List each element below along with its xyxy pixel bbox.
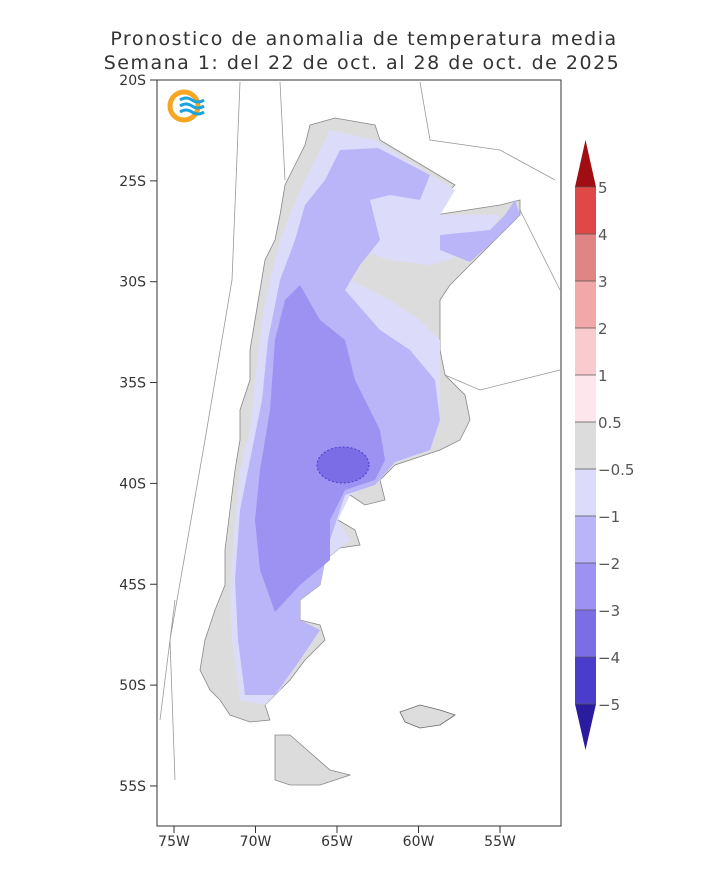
lon-tick-label: 60W <box>403 834 435 850</box>
colorbar-bin <box>575 422 596 469</box>
colorbar-label: −3 <box>598 602 620 620</box>
colorbar-label: 5 <box>598 179 608 197</box>
lat-tick-label: 45S <box>119 577 146 593</box>
title-line: Semana 1: del 22 de oct. al 28 de oct. d… <box>104 52 621 74</box>
map-area <box>156 79 562 827</box>
lat-tick-label: 20S <box>119 73 146 89</box>
colorbar-bin <box>575 234 596 281</box>
lon-tick-label: 65W <box>321 834 353 850</box>
colorbar-bin <box>575 375 596 422</box>
colorbar-arrow <box>575 140 596 187</box>
lon-tick-label: 75W <box>158 834 190 850</box>
map-frame <box>156 79 562 827</box>
colorbar-bin <box>575 187 596 234</box>
islands <box>399 704 456 729</box>
colorbar-label: 0.5 <box>598 414 622 432</box>
colorbar-bin <box>575 328 596 375</box>
colorbar-arrow <box>575 704 596 750</box>
colorbar-bin <box>575 281 596 328</box>
lat-tick-label: 55S <box>119 779 146 795</box>
tierra-del-fuego <box>274 734 352 786</box>
colorbar-label: −4 <box>598 649 620 667</box>
colorbar-bin <box>575 657 596 704</box>
colorbar-bin <box>575 516 596 563</box>
colorbar-label: −2 <box>598 555 620 573</box>
colorbar-bin <box>575 469 596 516</box>
colorbar-label: 2 <box>598 320 608 338</box>
anomaly-region <box>255 285 385 612</box>
lon-tick-label: 70W <box>240 834 272 850</box>
colorbar: 5 4 3 2 1 0.5 −0.5 −1 −2 −3 −4 −5 <box>575 140 634 750</box>
colorbar-bin <box>575 563 596 610</box>
lat-tick-label: 35S <box>119 376 146 392</box>
lat-tick-label: 30S <box>119 275 146 291</box>
colorbar-label: 1 <box>598 367 608 385</box>
lat-tick-label: 40S <box>119 476 146 492</box>
colorbar-label: −0.5 <box>598 461 634 479</box>
colorbar-label: 4 <box>598 226 608 244</box>
lon-tick-label: 55W <box>484 834 516 850</box>
colorbar-label: 3 <box>598 273 608 291</box>
lat-tick-label: 50S <box>119 678 146 694</box>
anomaly-region <box>316 446 370 484</box>
anomaly-region <box>440 200 520 262</box>
logo <box>167 89 205 123</box>
axes: 20S 25S 30S 35S 40S 45S 50S 55S 75W 70W 65W 60W 55W <box>119 73 516 850</box>
colorbar-bin <box>575 610 596 657</box>
title-line: Pronostico de anomalia de temperatura me… <box>110 28 617 50</box>
lat-tick-label: 25S <box>119 174 146 190</box>
borders <box>159 81 561 781</box>
colorbar-label: −1 <box>598 508 620 526</box>
colorbar-label: −5 <box>598 696 620 714</box>
